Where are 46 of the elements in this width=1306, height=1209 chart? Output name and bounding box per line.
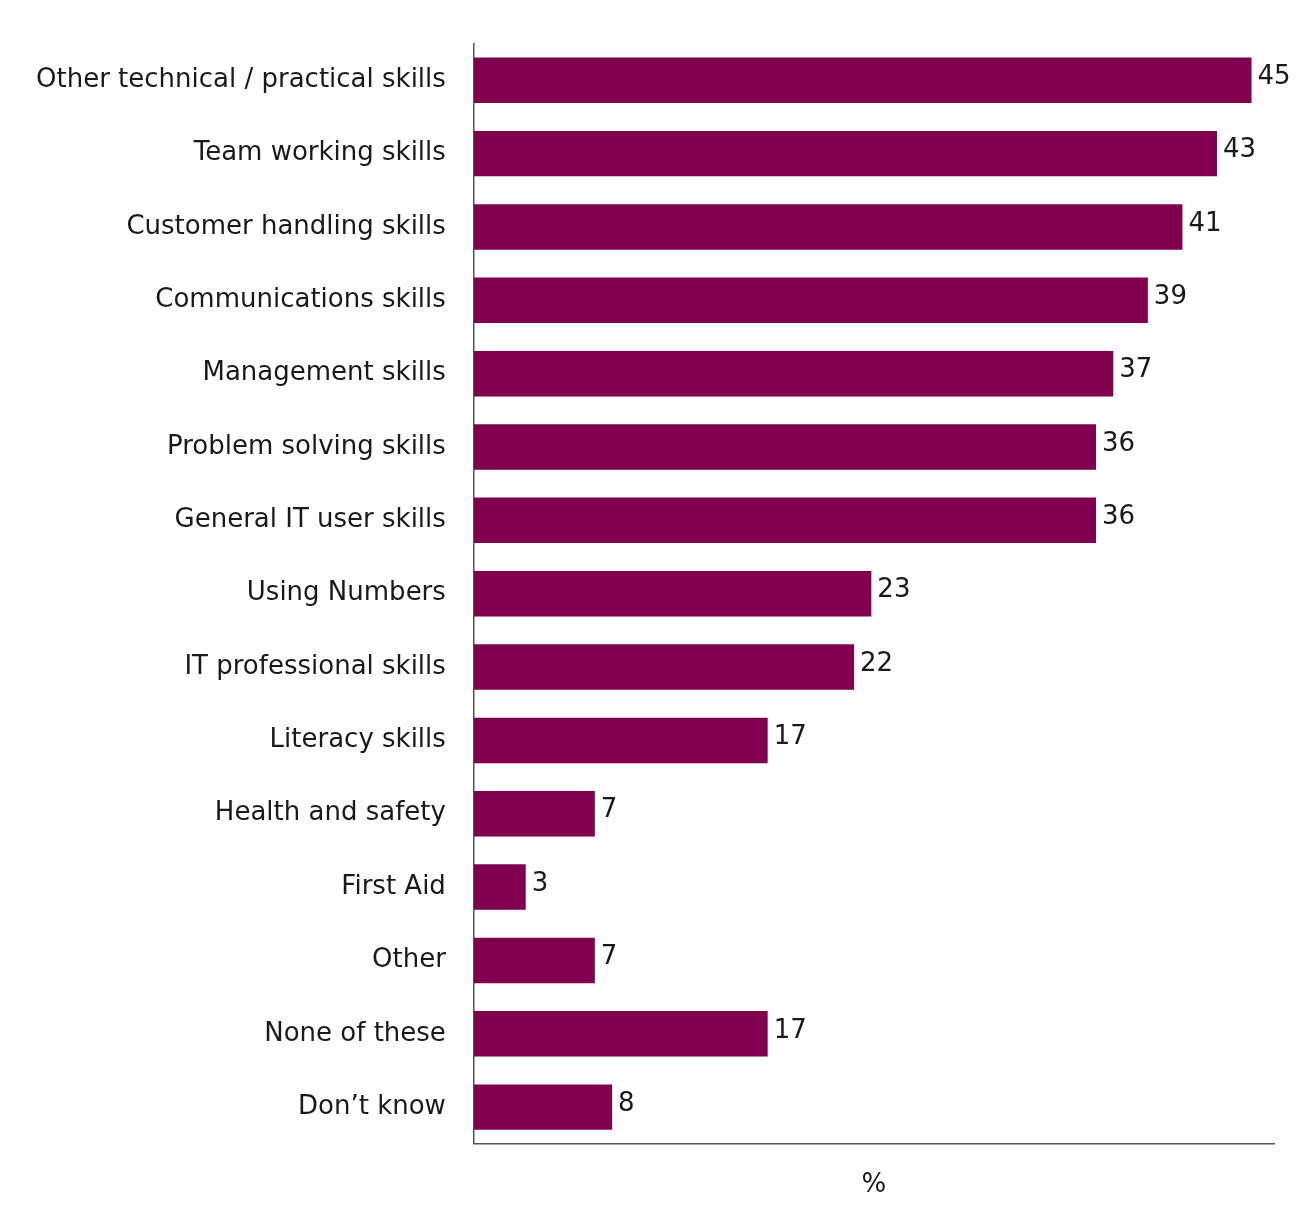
y-tick-label: Health and safety [214,796,446,827]
y-tick-label: Problem solving skills [166,429,446,460]
bar [473,570,872,617]
data-label: 45 [1257,60,1291,91]
y-tick-label: Using Numbers [246,576,446,607]
bar [473,130,1217,177]
bar [473,864,526,910]
data-label: 8 [618,1086,635,1117]
data-label: 36 [1102,500,1136,531]
y-tick-label: Management skills [202,356,446,387]
y-tick-label: Don’t know [298,1089,446,1120]
y-tick-label: Literacy skills [269,723,446,754]
bar [473,1084,613,1130]
bar [473,424,1096,470]
y-tick-label: First Aid [341,869,446,900]
bar [473,497,1096,544]
bar [473,717,768,764]
data-label: 7 [600,793,618,824]
y-tick-label: Communications skills [155,283,446,314]
data-label: 23 [877,573,911,604]
y-tick-label: Other technical / practical skills [35,63,446,94]
bar [473,57,1252,104]
y-tick-label: IT professional skills [184,649,446,680]
y-tick-label: Other [372,943,447,974]
bar [473,204,1183,250]
y-tick-label: Customer handling skills [126,209,446,240]
y-tick-label: Team working skills [192,136,446,167]
data-label: 39 [1153,280,1187,311]
x-axis-title: % [861,1168,887,1199]
bar [473,1011,768,1057]
bar [473,644,855,690]
bar [473,937,595,984]
data-label: 3 [531,866,549,897]
y-tick-label: None of these [264,1016,446,1047]
y-tick-label: General IT user skills [174,503,446,534]
data-label: 17 [773,720,807,751]
data-label: 17 [773,1013,807,1044]
data-label: 36 [1102,426,1136,457]
bar [473,277,1148,324]
bar [473,350,1114,397]
data-label: 37 [1119,353,1153,384]
bar [473,791,595,837]
data-label: 43 [1222,133,1257,164]
data-label: 41 [1188,206,1222,237]
data-label: 22 [860,646,894,677]
data-label: 7 [600,940,618,971]
